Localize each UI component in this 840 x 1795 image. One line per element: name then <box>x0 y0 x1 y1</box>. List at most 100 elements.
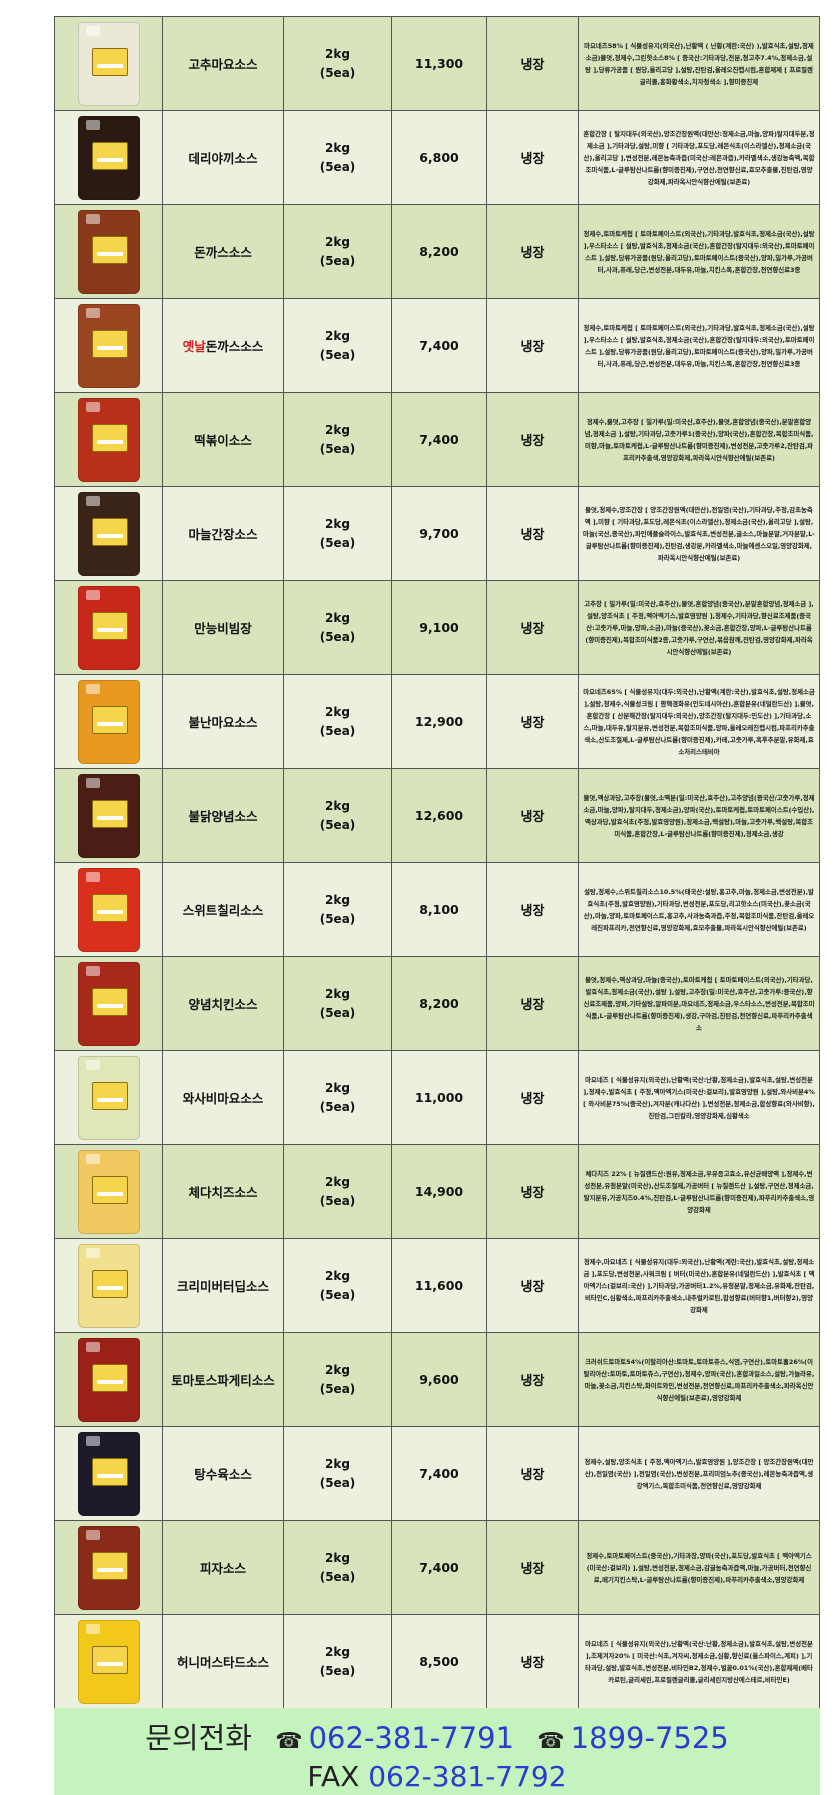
weight: 2kg <box>325 1080 350 1095</box>
storage-type: 냉장 <box>486 862 579 957</box>
pack-count: (5ea) <box>319 1663 356 1678</box>
product-pouch-image <box>77 1525 140 1610</box>
phone-number-1[interactable]: 062-381-7791 <box>308 1721 515 1755</box>
weight: 2kg <box>325 422 350 437</box>
pack-count: (5ea) <box>319 1099 356 1114</box>
ingredients: 정제수,마요네즈 [ 식물성유지(대두:외국산),난황액(계란:국산),발효식초… <box>578 1238 820 1333</box>
ingredients: 크러쉬드토마토54%(이탈리아산:토마토,토마토쥬스,식염,구연산),토마토홀2… <box>578 1332 820 1427</box>
product-image-cell <box>54 298 163 393</box>
product-image-cell <box>54 1614 163 1709</box>
ingredients: 물엿,정제수,액상과당,마늘(중국산),토마토케첩 [ 토마토페이스트(외국산)… <box>578 956 820 1051</box>
product-price: 7,400 <box>391 1426 487 1521</box>
product-name: 마늘간장소스 <box>162 486 284 581</box>
telephone-icon: ☎ <box>537 1729 565 1754</box>
phone-number-2[interactable]: 1899-7525 <box>570 1721 729 1755</box>
table-row: 체다치즈소스 2kg (5ea) 14,900 냉장 체다치즈 22% [ 뉴질랜드산:원… <box>54 1144 820 1239</box>
product-price: 12,900 <box>391 674 487 769</box>
ingredients: 체다치즈 22% [ 뉴질랜드산:원유,정제소금,우유응고효소,유산균배양액 ]… <box>578 1144 820 1239</box>
product-name-text: 고추마요소스 <box>188 57 258 72</box>
product-image-cell <box>54 580 163 675</box>
weight: 2kg <box>325 1174 350 1189</box>
product-name-text: 마늘간장소스 <box>188 527 258 542</box>
weight: 2kg <box>325 1456 350 1471</box>
table-row: 크리미버터딥소스 2kg (5ea) 11,600 냉장 정제수,마요네즈 [ 식물성유지… <box>54 1238 820 1333</box>
product-pouch-image <box>77 867 140 952</box>
product-image-cell <box>54 1426 163 1521</box>
product-name: 돈까스소스 <box>162 204 284 299</box>
product-image-cell <box>54 956 163 1051</box>
product-size: 2kg (5ea) <box>283 862 392 957</box>
product-pouch-image <box>77 1431 140 1516</box>
product-name-text: 크리미버터딥소스 <box>176 1279 269 1294</box>
product-pouch-image <box>77 397 140 482</box>
product-price: 11,600 <box>391 1238 487 1333</box>
storage-type: 냉장 <box>486 768 579 863</box>
ingredients: 설탕,정제수,스위트칠리소스10.5%(태국산:설탕,홍고추,마늘,정제소금,변… <box>578 862 820 957</box>
ingredients: 고추장 [ 밀가루(밀:미국산,호주산),물엿,혼합양념(중국산),분말혼합양념… <box>578 580 820 675</box>
weight: 2kg <box>325 610 350 625</box>
table-row: 떡볶이소스 2kg (5ea) 7,400 냉장 정제수,물엿,고추장 [ 밀가루(밀:미… <box>54 392 820 487</box>
product-size: 2kg (5ea) <box>283 1332 392 1427</box>
product-image-cell <box>54 1238 163 1333</box>
product-image-cell <box>54 392 163 487</box>
table-row: 마늘간장소스 2kg (5ea) 9,700 냉장 물엿,정제수,양조간장 [ 양조간장원… <box>54 486 820 581</box>
product-pouch-image <box>77 115 140 200</box>
product-name: 토마토스파게티소스 <box>162 1332 284 1427</box>
product-size: 2kg (5ea) <box>283 110 392 205</box>
product-image-cell <box>54 862 163 957</box>
ingredients: 물엿,액상과당,고추장(물엿,소맥분(밀:미국산,호주산),고추양념(중국산/고… <box>578 768 820 863</box>
product-image-cell <box>54 1144 163 1239</box>
product-name-text: 체다치즈소스 <box>188 1185 258 1200</box>
product-name-text: 불난마요소스 <box>188 715 258 730</box>
inquiry-label: 문의전화 <box>145 1721 252 1755</box>
product-name-text: 스위트칠리소스 <box>182 903 264 918</box>
product-price: 8,100 <box>391 862 487 957</box>
weight: 2kg <box>325 1550 350 1565</box>
pack-count: (5ea) <box>319 911 356 926</box>
product-price: 8,200 <box>391 204 487 299</box>
product-price: 7,400 <box>391 1520 487 1615</box>
ingredients: 물엿,정제수,양조간장 [ 양조간장원액(대만산),천일염(국산),기타과당,주… <box>578 486 820 581</box>
weight: 2kg <box>325 986 350 1001</box>
product-price: 14,900 <box>391 1144 487 1239</box>
storage-type: 냉장 <box>486 204 579 299</box>
product-price: 7,400 <box>391 298 487 393</box>
product-size: 2kg (5ea) <box>283 1050 392 1145</box>
weight: 2kg <box>325 1362 350 1377</box>
ingredients: 마요네즈 [ 식물성유지(외국산),난황액(국산:난황,정제소금),발효식초,설… <box>578 1614 820 1709</box>
product-image-cell <box>54 110 163 205</box>
product-name: 양념치킨소스 <box>162 956 284 1051</box>
product-price: 11,000 <box>391 1050 487 1145</box>
product-size: 2kg (5ea) <box>283 1614 392 1709</box>
storage-type: 냉장 <box>486 1050 579 1145</box>
table-row: 토마토스파게티소스 2kg (5ea) 9,600 냉장 크러쉬드토마토54%(이탈리아산… <box>54 1332 820 1427</box>
storage-type: 냉장 <box>486 298 579 393</box>
product-pouch-image <box>77 961 140 1046</box>
table-row: 옛날돈까스소스 2kg (5ea) 7,400 냉장 정제수,토마토케첩 [ 토마토페이스… <box>54 298 820 393</box>
product-name-highlight: 옛날 <box>182 339 206 354</box>
product-pouch-image <box>77 491 140 576</box>
product-price: 9,100 <box>391 580 487 675</box>
product-pouch-image <box>77 209 140 294</box>
product-name: 불닭양념소스 <box>162 768 284 863</box>
product-name: 와사비마요소스 <box>162 1050 284 1145</box>
product-size: 2kg (5ea) <box>283 580 392 675</box>
pack-count: (5ea) <box>319 1475 356 1490</box>
ingredients: 마요네즈58% [ 식물성유지(외국산),난황액 ( 난황(계란:국산) ),발… <box>578 16 820 111</box>
product-image-cell <box>54 768 163 863</box>
storage-type: 냉장 <box>486 1332 579 1427</box>
product-pouch-image <box>77 1149 140 1234</box>
product-pouch-image <box>77 1243 140 1328</box>
table-row: 불닭양념소스 2kg (5ea) 12,600 냉장 물엿,액상과당,고추장(물엿,소맥분… <box>54 768 820 863</box>
product-price: 9,700 <box>391 486 487 581</box>
product-size: 2kg (5ea) <box>283 204 392 299</box>
storage-type: 냉장 <box>486 1520 579 1615</box>
product-name: 만능비빔장 <box>162 580 284 675</box>
pack-count: (5ea) <box>319 1569 356 1584</box>
weight: 2kg <box>325 46 350 61</box>
product-pouch-image <box>77 1337 140 1422</box>
pack-count: (5ea) <box>319 723 356 738</box>
product-name: 데리야끼소스 <box>162 110 284 205</box>
pack-count: (5ea) <box>319 817 356 832</box>
product-pouch-image <box>77 303 140 388</box>
